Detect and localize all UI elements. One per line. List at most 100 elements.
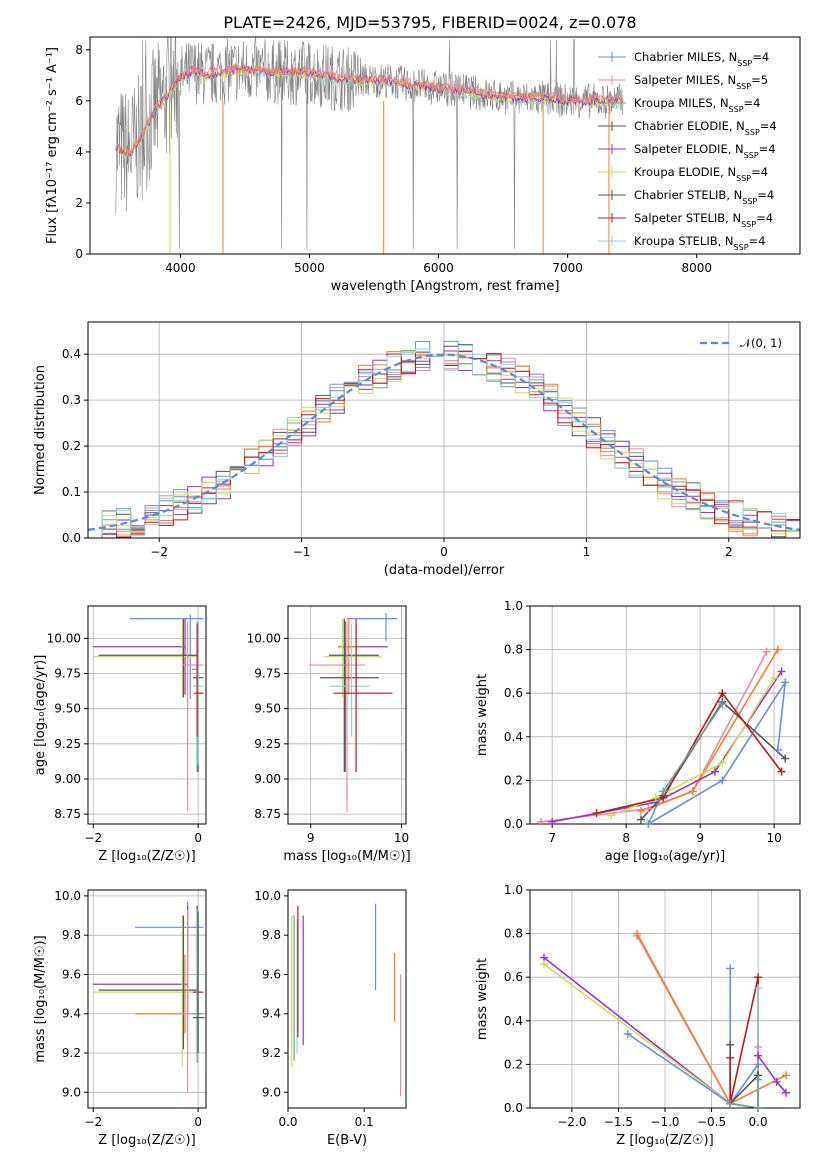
x-tick-label: −2: [150, 545, 168, 559]
y-tick-label: 8.75: [254, 807, 281, 821]
series-marker: [659, 787, 668, 796]
legend-subscript: SSP: [729, 105, 744, 114]
legend-subscript: SSP: [741, 220, 756, 229]
normal-curve: [88, 353, 800, 531]
x-axis-label: wavelength [Angstrom, rest frame]: [331, 279, 560, 294]
y-tick-label: 0.6: [504, 970, 523, 984]
y-tick-label: 10.0: [254, 889, 281, 903]
axes-frame: [87, 605, 207, 825]
series-line-red: [596, 691, 783, 814]
legend-value: =5: [751, 73, 768, 87]
series-marker: [781, 754, 790, 763]
y-tick-label: 0.0: [504, 1101, 523, 1115]
series-marker: [644, 804, 653, 813]
y-tick-label: 10.00: [47, 631, 81, 645]
series-marker: [754, 984, 763, 993]
legend-value: =4: [759, 142, 776, 156]
series-marker: [773, 645, 782, 654]
y-tick-label: 9.25: [54, 737, 81, 751]
series-marker: [726, 964, 735, 973]
x-tick-label: 0.1: [355, 1115, 374, 1129]
y-tick-label: 1.0: [504, 883, 523, 897]
y-tick-label: 0.2: [504, 1057, 523, 1071]
legend-label: Kroupa STELIB, NSSP=4: [634, 234, 765, 252]
y-tick-label: 0.2: [504, 773, 523, 787]
series-line-teal: [730, 1079, 759, 1108]
series-marker: [777, 667, 786, 676]
legend-value: =4: [757, 188, 774, 202]
series-marker: [718, 758, 727, 767]
legend-label: Chabrier STELIB, NSSP=4: [634, 188, 774, 206]
y-tick-label: 0: [75, 247, 83, 261]
series-marker: [623, 1029, 632, 1038]
y-tick-label: 9.4: [262, 1007, 281, 1021]
legend-value: =4: [751, 165, 768, 179]
y-tick-label: 0.3: [62, 393, 81, 407]
series-marker: [710, 767, 719, 776]
x-tick-label: 7: [548, 831, 556, 845]
x-tick-label: −1.0: [650, 1115, 679, 1129]
series-marker: [718, 776, 727, 785]
legend: Chabrier MILES, NSSP=4 Salpeter MILES, NS…: [598, 50, 777, 252]
y-axis-label: Flux [fλ10⁻¹⁷ erg cm⁻² s⁻¹ A⁻¹]: [45, 47, 60, 244]
y-axis-label: age [log₁₀(age/yr)]: [33, 655, 48, 776]
legend-subscript: SSP: [736, 174, 751, 183]
y-tick-label: 9.75: [254, 667, 281, 681]
series-marker: [644, 820, 653, 828]
x-tick-label: −2.0: [557, 1115, 586, 1129]
y-tick-label: 9.2: [62, 1046, 81, 1060]
plot-area-age_vs_mass: [308, 613, 397, 812]
panel-mass_vs_Z: −2 0 9.0 9.2 9.4 9.6 9.8 10.0 Z [log₁₀(Z/Z☉)] mas…: [33, 889, 207, 1148]
series-marker: [781, 678, 790, 687]
y-tick-label: 0.8: [504, 643, 523, 657]
plot-area-mass_weight_vs_age: [541, 649, 786, 824]
series-marker: [754, 1104, 763, 1112]
series-marker: [636, 806, 645, 815]
plot-area-spectrum: [115, 37, 624, 254]
histogram-cyan: [88, 344, 800, 538]
x-tick-label: −1.5: [604, 1115, 633, 1129]
series-marker: [592, 809, 601, 818]
series-marker: [782, 1071, 791, 1080]
legend-value: =4: [744, 96, 761, 110]
x-tick-label: −2: [84, 831, 102, 845]
series-line-yellow: [543, 963, 759, 1108]
figure-title: PLATE=2426, MJD=53795, FIBERID=0024, z=0…: [223, 13, 636, 32]
x-axis-label: E(B-V): [327, 1133, 367, 1148]
y-tick-label: 9.0: [62, 1085, 81, 1099]
x-axis-label: Z [log₁₀(Z/Z☉)]: [98, 849, 195, 864]
series-marker: [633, 929, 642, 938]
x-tick-label: 9: [307, 831, 315, 845]
y-tick-label: 9.6: [262, 967, 281, 981]
series-line-gray: [729, 1044, 759, 1108]
legend-label: Salpeter ELODIE, NSSP=4: [634, 142, 776, 160]
series-line-blue: [647, 681, 786, 824]
series-line-orange: [640, 649, 779, 812]
y-tick-label: 9.50: [254, 702, 281, 716]
series-marker: [754, 1075, 763, 1084]
panel-spectrum: 4000 5000 6000 7000 8000 0 2 4 6 8 wavelength [Ang…: [45, 36, 801, 294]
legend-value: =4: [760, 119, 777, 133]
x-tick-label: 0.0: [278, 1115, 297, 1129]
series-marker: [754, 1042, 763, 1051]
x-tick-label: 6000: [423, 261, 454, 275]
x-tick-label: 0: [194, 1115, 202, 1129]
y-tick-label: 2: [75, 196, 83, 210]
legend-label: Kroupa MILES, NSSP=4: [634, 96, 760, 114]
series-marker: [782, 1088, 791, 1097]
y-tick-label: 4: [75, 145, 83, 159]
legend-label: Kroupa ELODIE, NSSP=4: [634, 165, 768, 183]
axes-frame: [529, 605, 801, 825]
axes-frame: [87, 889, 207, 1109]
legend-label: Chabrier MILES, NSSP=4: [634, 50, 769, 68]
panel-age_vs_mass: 9 10 8.75 9.00 9.25 9.50 9.75 10.00 mass [log₁₀(…: [247, 605, 411, 864]
series-marker: [772, 1077, 781, 1086]
y-tick-label: 0.4: [504, 730, 523, 744]
series-line-yellow: [611, 677, 775, 817]
y-tick-label: 9.25: [254, 737, 281, 751]
x-tick-label: 0.0: [749, 1115, 768, 1129]
panel-mass_weight_vs_age: 7 8 9 10 0.0 0.2 0.4 0.6 0.8 1.0 age [log₁₀(age/yr…: [475, 599, 801, 864]
x-tick-label: 9: [696, 831, 704, 845]
series-marker: [770, 673, 779, 682]
x-tick-label: −2: [84, 1115, 102, 1129]
